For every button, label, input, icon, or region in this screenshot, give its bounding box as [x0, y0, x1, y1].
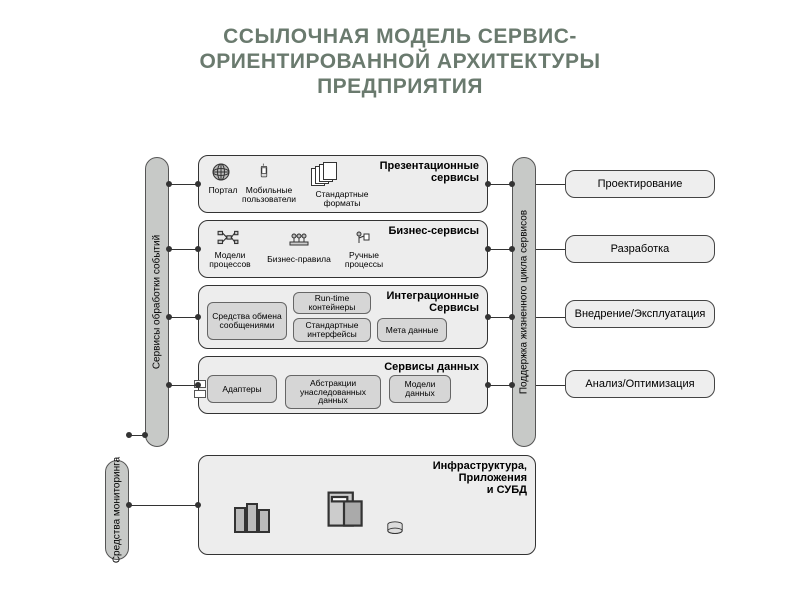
- lifecycle-box: Проектирование: [565, 170, 715, 198]
- item-label: Модели процессов: [205, 251, 255, 269]
- globe-icon: [211, 162, 231, 182]
- app-icon: [319, 486, 369, 530]
- connector-dot: [485, 314, 491, 320]
- connector-dot: [166, 382, 172, 388]
- connector-dot: [195, 246, 201, 252]
- connector-dot: [485, 181, 491, 187]
- layer-title-infra: Инфраструктура,Приложенияи СУБД: [433, 460, 527, 496]
- sub-box: Мета данные: [377, 318, 447, 342]
- lifecycle-box: Анализ/Оптимизация: [565, 370, 715, 398]
- connector: [536, 184, 565, 185]
- title-line-3: ПРЕДПРИЯТИЯ: [0, 74, 800, 99]
- item-label: Портал: [203, 186, 243, 195]
- sub-box: Средства обмена сообщениями: [207, 302, 287, 340]
- item-label: Стандартные форматы: [297, 190, 387, 208]
- events-label: Сервисы обработки событий: [152, 235, 163, 369]
- layer-business: Бизнес-сервисы Модели процессов Бизнес-пра…: [198, 220, 488, 278]
- sub-box: Run-time контейнеры: [293, 292, 371, 314]
- events-bar: Сервисы обработки событий: [145, 157, 169, 447]
- connector-dot: [509, 382, 515, 388]
- monitoring-label: Средства мониторинга: [112, 457, 123, 563]
- connector: [169, 385, 198, 386]
- connector-dot: [195, 502, 201, 508]
- connector-dot: [195, 382, 201, 388]
- connector-dot: [509, 246, 515, 252]
- connector-dot: [509, 181, 515, 187]
- layer-data: Сервисы данных Адаптеры Абстракции унаслед…: [198, 356, 488, 414]
- layer-title-data: Сервисы данных: [384, 361, 479, 373]
- page-title: ССЫЛОЧНАЯ МОДЕЛЬ СЕРВИС- ОРИЕНТИРОВАННОЙ…: [0, 0, 800, 100]
- people-icon: [279, 229, 319, 249]
- item-label: Мобильные пользователи: [241, 186, 297, 204]
- db-icon: [377, 520, 413, 538]
- manual-icon: [349, 229, 375, 249]
- lifecycle-box: Разработка: [565, 235, 715, 263]
- connector-dot: [485, 246, 491, 252]
- sub-box: Модели данных: [389, 375, 451, 403]
- connector: [169, 249, 198, 250]
- lifecycle-box: Внедрение/Эксплуатация: [565, 300, 715, 328]
- connector-dot: [166, 181, 172, 187]
- layer-title-business: Бизнес-сервисы: [388, 225, 479, 237]
- connector-dot: [485, 382, 491, 388]
- layer-presentation: Презентационныесервисы ПорталМобильные по…: [198, 155, 488, 213]
- sub-box: Абстракции унаследованных данных: [285, 375, 381, 409]
- title-line-2: ОРИЕНТИРОВАННОЙ АРХИТЕКТУРЫ: [0, 49, 800, 74]
- item-label: Ручные процессы: [339, 251, 389, 269]
- connector: [169, 184, 198, 185]
- title-line-1: ССЫЛОЧНАЯ МОДЕЛЬ СЕРВИС-: [0, 24, 800, 49]
- connector: [536, 249, 565, 250]
- connector-dot: [509, 314, 515, 320]
- connector: [169, 317, 198, 318]
- connector-dot: [166, 314, 172, 320]
- mobile-icon: [257, 160, 271, 184]
- layer-infra: Инфраструктура,Приложенияи СУБД: [198, 455, 536, 555]
- item-label: Бизнес-правила: [267, 255, 331, 264]
- connector-dot: [126, 432, 132, 438]
- lifecycle-label: Поддержка жизненного цикла сервисов: [519, 210, 530, 394]
- connector: [129, 505, 198, 506]
- connector-dot: [142, 432, 148, 438]
- connector-dot: [126, 502, 132, 508]
- layer-title-presentation: Презентационныесервисы: [380, 160, 479, 184]
- sub-box: Адаптеры: [207, 375, 277, 403]
- connector-dot: [195, 314, 201, 320]
- lifecycle-bar: Поддержка жизненного цикла сервисов: [512, 157, 536, 447]
- monitoring-bar: Средства мониторинга: [105, 460, 129, 560]
- sheets-icon: [311, 162, 341, 184]
- connector-dot: [166, 246, 172, 252]
- connector: [536, 317, 565, 318]
- connector-dot: [195, 181, 201, 187]
- servers-icon: [229, 496, 273, 536]
- layer-integration: ИнтеграционныеСервисы Средства обмена соо…: [198, 285, 488, 349]
- layer-title-integration: ИнтеграционныеСервисы: [386, 290, 479, 314]
- sub-box: Стандартные интерфейсы: [293, 318, 371, 342]
- connector: [536, 385, 565, 386]
- flow-icon: [211, 227, 245, 249]
